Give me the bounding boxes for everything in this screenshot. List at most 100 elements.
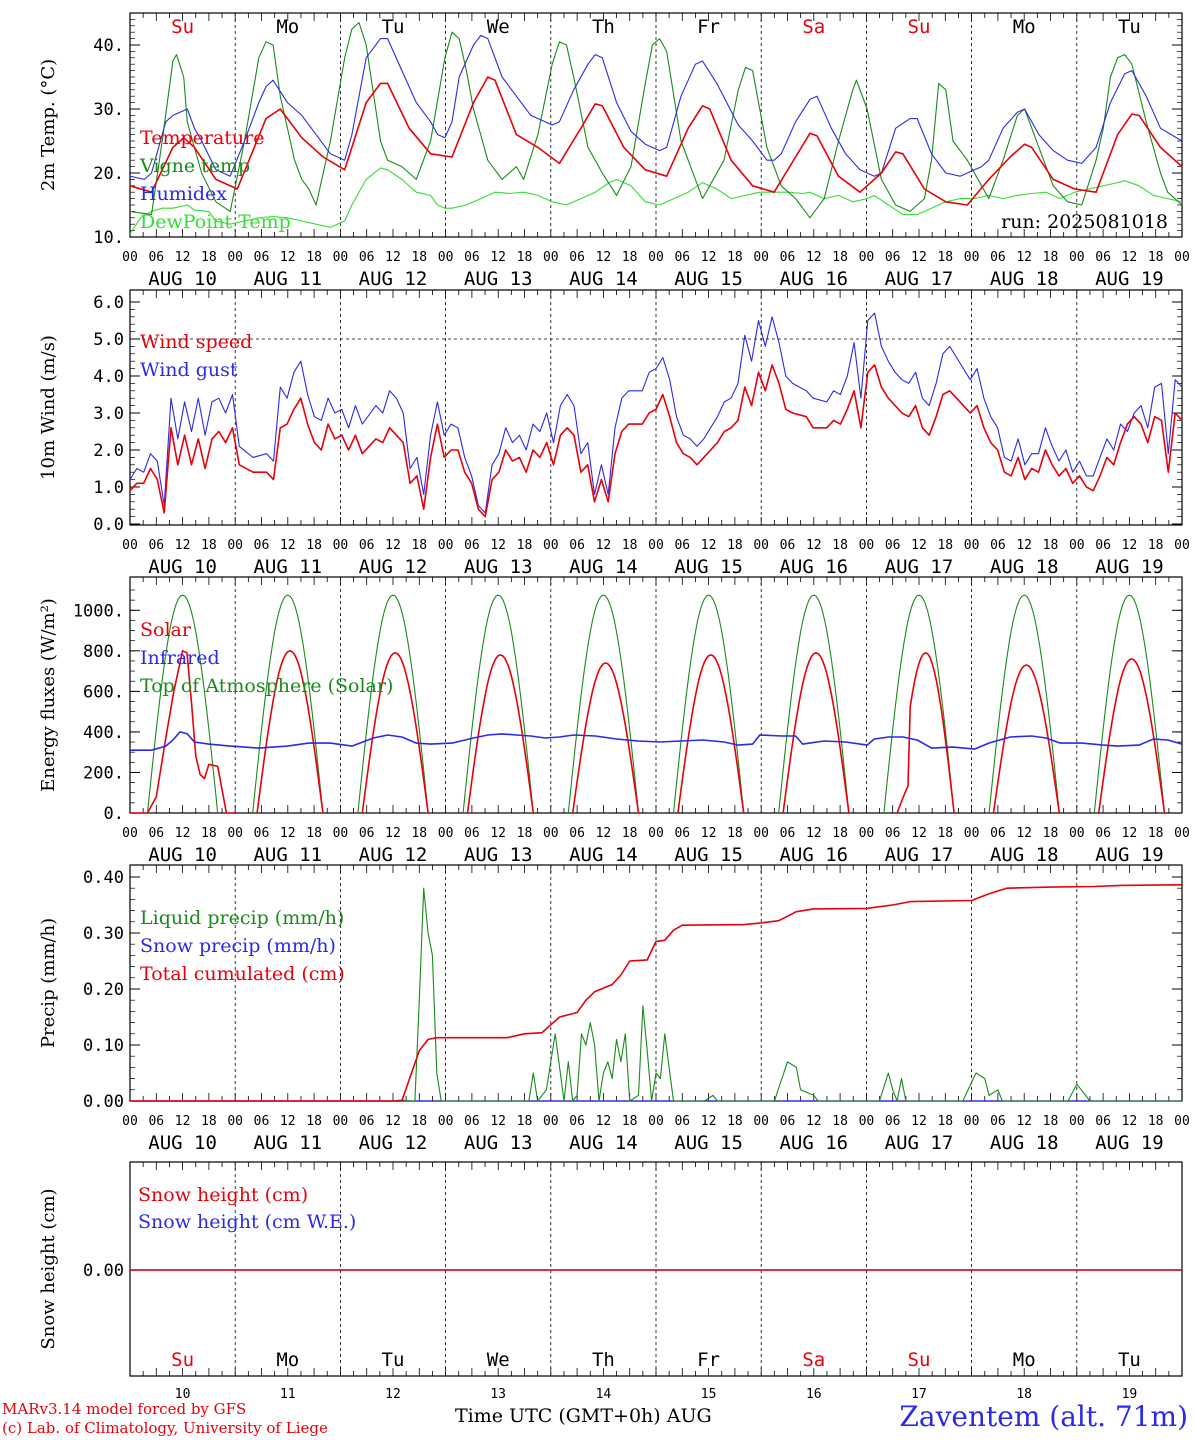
hour-tick-label: 12 (490, 1114, 506, 1129)
hour-tick-label: 06 (990, 538, 1006, 553)
y-axis-label: Energy fluxes (W/m²) (38, 598, 59, 792)
y-tick-label: 0.00 (83, 1092, 124, 1112)
hour-tick-label: 06 (780, 250, 796, 265)
date-label: AUG 16 (779, 556, 848, 578)
hour-tick-label: 06 (674, 538, 690, 553)
date-label: AUG 15 (674, 844, 743, 866)
hour-tick-label: 18 (937, 250, 953, 265)
toa-curve (883, 594, 955, 814)
y-tick-label: 0.30 (83, 924, 124, 944)
model-credit: MARv3.14 model forced by GFS (2, 1400, 247, 1418)
hour-tick-label: 00 (859, 250, 875, 265)
date-label: AUG 11 (253, 844, 322, 866)
legend-entry: Snow height (cm W.E.) (138, 1211, 356, 1233)
weekday-label-bottom: Th (592, 1349, 615, 1371)
hour-tick-label: 00 (1069, 538, 1085, 553)
hour-tick-label: 00 (227, 826, 243, 841)
hour-tick-label: 06 (885, 826, 901, 841)
hour-tick-label: 00 (122, 538, 138, 553)
hour-tick-label: 00 (1069, 826, 1085, 841)
weekday-label-top: Su (171, 16, 194, 38)
date-label: AUG 11 (253, 268, 322, 290)
lab-credit: (c) Lab. of Climatology, University of L… (2, 1419, 328, 1437)
hour-tick-label: 12 (385, 826, 401, 841)
y-tick-label: 40. (93, 36, 124, 56)
toa-curve (1093, 594, 1166, 814)
weekday-label-top: Th (592, 16, 615, 38)
legend-entry: Top of Atmosphere (Solar) (140, 675, 393, 697)
hour-tick-label: 18 (201, 1114, 217, 1129)
hour-tick-label: 18 (622, 250, 638, 265)
hour-tick-label: 18 (306, 538, 322, 553)
weekday-label-bottom: Tu (1118, 1349, 1141, 1371)
hour-tick-label: 12 (385, 250, 401, 265)
y-tick-label: 20. (93, 164, 124, 184)
legend-entry: Wind gust (140, 359, 238, 381)
y-tick-label: 1.0 (93, 478, 124, 498)
day-number-label: 10 (175, 1387, 191, 1402)
toa-curve (988, 594, 1060, 814)
hour-tick-label: 06 (780, 1114, 796, 1129)
hour-tick-label: 06 (359, 826, 375, 841)
hour-tick-label: 12 (596, 538, 612, 553)
series-3 (129, 167, 1183, 235)
weekday-label-top: Mo (276, 16, 299, 38)
day-number-label: 15 (701, 1387, 717, 1402)
date-label: AUG 17 (885, 844, 954, 866)
weekday-label-bottom: Su (171, 1349, 194, 1371)
hour-tick-label: 06 (1095, 250, 1111, 265)
toa-curve (357, 594, 429, 814)
hour-tick-label: 00 (1174, 1114, 1190, 1129)
date-label: AUG 19 (1095, 556, 1164, 578)
y-tick-label: 4.0 (93, 367, 124, 387)
hour-tick-label: 12 (280, 1114, 296, 1129)
hour-tick-label: 06 (359, 1114, 375, 1129)
panel-frame-0 (129, 12, 1183, 238)
date-label: AUG 18 (990, 268, 1059, 290)
hour-tick-label: 00 (438, 1114, 454, 1129)
toa-curve (146, 594, 219, 814)
hour-tick-label: 18 (727, 250, 743, 265)
solar-curve (466, 654, 535, 814)
hour-tick-label: 18 (517, 1114, 533, 1129)
hour-tick-label: 18 (832, 826, 848, 841)
y-axis-label: Precip (mm/h) (38, 918, 59, 1048)
solar-curve (896, 652, 955, 814)
station-name: Zaventem (alt. 71m) (899, 1400, 1188, 1433)
date-label: AUG 13 (464, 844, 533, 866)
date-label: AUG 11 (253, 556, 322, 578)
y-tick-label: 6.0 (93, 293, 124, 313)
y-tick-label: 0.40 (83, 868, 124, 888)
y-axis-label: Snow height (cm) (38, 1188, 59, 1349)
hour-tick-label: 06 (569, 1114, 585, 1129)
hour-tick-label: 18 (517, 826, 533, 841)
legend-entry: Total cumulated (cm) (140, 963, 345, 985)
hour-tick-label: 06 (674, 250, 690, 265)
hour-tick-label: 00 (543, 1114, 559, 1129)
hour-tick-label: 00 (333, 250, 349, 265)
hour-tick-label: 06 (148, 1114, 164, 1129)
hour-tick-label: 12 (911, 826, 927, 841)
weekday-label-bottom: Su (908, 1349, 931, 1371)
hour-tick-label: 18 (1148, 250, 1164, 265)
y-tick-label: 200. (83, 763, 124, 783)
hour-tick-label: 12 (1016, 250, 1032, 265)
solar-curve (130, 650, 236, 814)
weekday-label-top: Tu (1118, 16, 1141, 38)
legend-entry: DewPoint Temp (140, 211, 291, 233)
hour-tick-label: 18 (1148, 538, 1164, 553)
hour-tick-label: 00 (438, 826, 454, 841)
hour-tick-label: 18 (937, 826, 953, 841)
day-number-label: 11 (280, 1387, 296, 1402)
weekday-label-top: Fr (697, 16, 720, 38)
hour-tick-label: 00 (227, 1114, 243, 1129)
hour-tick-label: 18 (411, 538, 427, 553)
hour-tick-label: 00 (227, 250, 243, 265)
hour-tick-label: 12 (806, 250, 822, 265)
legend-entry: Wind speed (140, 331, 252, 353)
hour-tick-label: 12 (385, 1114, 401, 1129)
hour-tick-label: 18 (727, 826, 743, 841)
y-tick-label: 1000. (73, 601, 124, 621)
hour-tick-label: 00 (964, 250, 980, 265)
hour-tick-label: 06 (990, 1114, 1006, 1129)
